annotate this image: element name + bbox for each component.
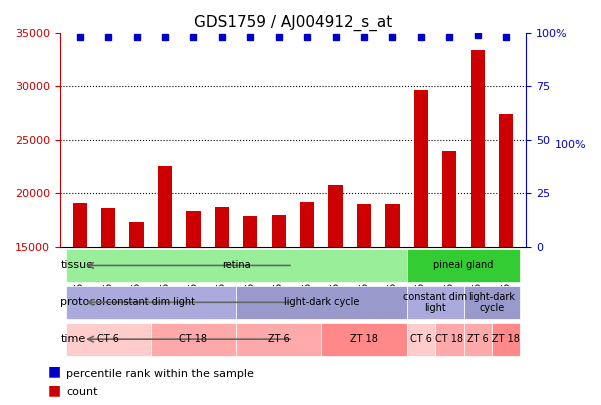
Text: ■: ■ bbox=[48, 383, 61, 397]
Bar bbox=[186, 211, 201, 247]
Bar bbox=[101, 209, 115, 247]
Bar bbox=[499, 114, 513, 247]
Text: light-dark
cycle: light-dark cycle bbox=[468, 292, 516, 313]
Title: GDS1759 / AJ004912_s_at: GDS1759 / AJ004912_s_at bbox=[194, 15, 392, 31]
Text: ■: ■ bbox=[48, 364, 61, 379]
FancyBboxPatch shape bbox=[407, 322, 435, 356]
FancyBboxPatch shape bbox=[407, 249, 520, 282]
Text: protocol: protocol bbox=[61, 297, 106, 307]
FancyBboxPatch shape bbox=[151, 322, 236, 356]
Bar bbox=[357, 204, 371, 247]
Bar bbox=[471, 50, 485, 247]
Text: ZT 18: ZT 18 bbox=[492, 334, 520, 344]
Text: pineal gland: pineal gland bbox=[433, 260, 493, 271]
Bar bbox=[300, 202, 314, 247]
Text: CT 6: CT 6 bbox=[97, 334, 119, 344]
Bar bbox=[129, 222, 144, 247]
Text: CT 18: CT 18 bbox=[180, 334, 207, 344]
Bar bbox=[158, 166, 172, 247]
Bar bbox=[385, 204, 400, 247]
FancyBboxPatch shape bbox=[463, 322, 492, 356]
Text: ZT 6: ZT 6 bbox=[467, 334, 489, 344]
Bar bbox=[329, 185, 343, 247]
Text: CT 6: CT 6 bbox=[410, 334, 432, 344]
Text: time: time bbox=[61, 334, 86, 344]
Bar bbox=[442, 151, 456, 247]
FancyBboxPatch shape bbox=[66, 322, 151, 356]
Bar bbox=[215, 207, 229, 247]
Text: tissue: tissue bbox=[61, 260, 93, 271]
Text: retina: retina bbox=[222, 260, 251, 271]
FancyBboxPatch shape bbox=[435, 322, 463, 356]
FancyBboxPatch shape bbox=[236, 322, 322, 356]
Text: percentile rank within the sample: percentile rank within the sample bbox=[66, 369, 254, 379]
Text: ZT 18: ZT 18 bbox=[350, 334, 378, 344]
Bar bbox=[243, 216, 257, 247]
Bar bbox=[413, 90, 428, 247]
Text: CT 18: CT 18 bbox=[435, 334, 463, 344]
Text: light-dark cycle: light-dark cycle bbox=[284, 297, 359, 307]
FancyBboxPatch shape bbox=[66, 286, 236, 319]
FancyBboxPatch shape bbox=[322, 322, 407, 356]
Text: constant dim light: constant dim light bbox=[106, 297, 195, 307]
Bar bbox=[73, 203, 87, 247]
Bar bbox=[272, 215, 286, 247]
Text: ZT 6: ZT 6 bbox=[268, 334, 290, 344]
Text: constant dim
light: constant dim light bbox=[403, 292, 467, 313]
FancyBboxPatch shape bbox=[236, 286, 407, 319]
FancyBboxPatch shape bbox=[492, 322, 520, 356]
Text: count: count bbox=[66, 387, 97, 397]
Y-axis label: 100%: 100% bbox=[554, 140, 586, 150]
FancyBboxPatch shape bbox=[463, 286, 520, 319]
FancyBboxPatch shape bbox=[66, 249, 407, 282]
FancyBboxPatch shape bbox=[407, 286, 463, 319]
